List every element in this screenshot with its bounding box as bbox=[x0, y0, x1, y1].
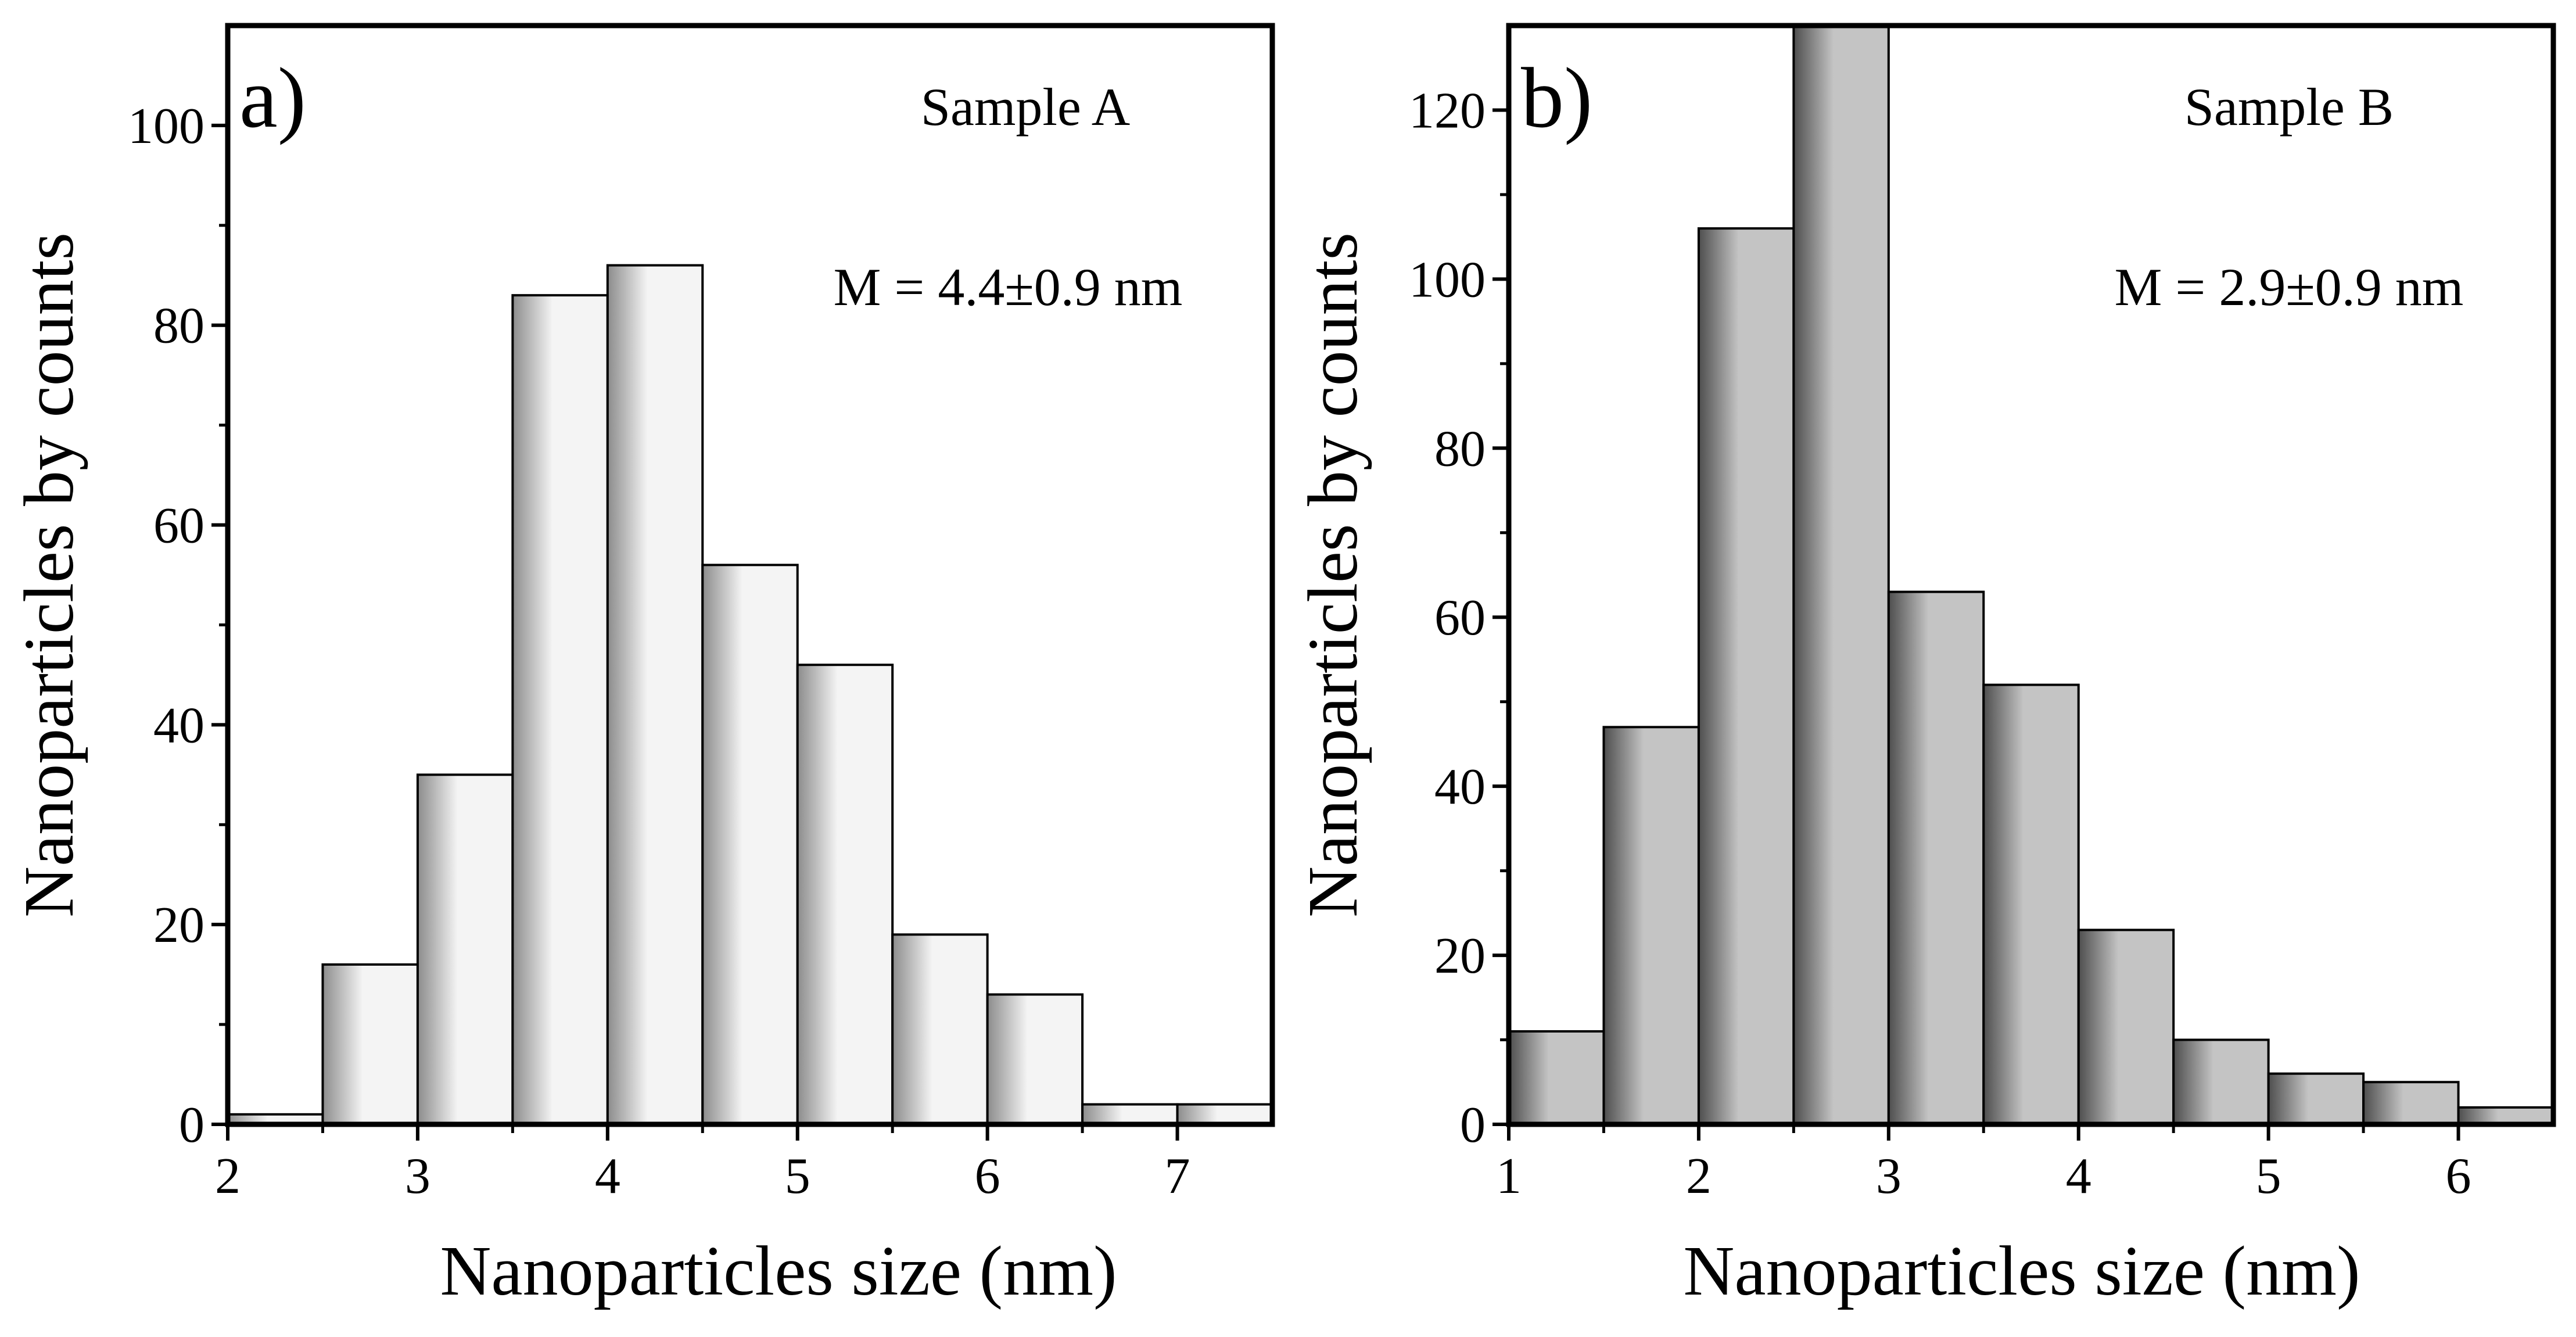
panel-a-sample-title: Sample A bbox=[921, 77, 1130, 137]
y-tick-label: 0 bbox=[179, 1097, 204, 1153]
panel-a-x-axis-title: Nanoparticles size (nm) bbox=[440, 1232, 1117, 1310]
x-tick-label: 4 bbox=[595, 1148, 620, 1205]
x-tick-label: 1 bbox=[1496, 1148, 1522, 1205]
y-tick-label: 80 bbox=[1434, 421, 1486, 477]
histogram-bar bbox=[416, 773, 514, 1126]
histogram-bar bbox=[2362, 1081, 2460, 1126]
y-tick-label: 20 bbox=[153, 897, 204, 954]
y-tick-label: 40 bbox=[153, 697, 204, 754]
panel-b-x-axis-title: Nanoparticles size (nm) bbox=[1683, 1232, 2360, 1310]
histogram-bar bbox=[321, 963, 419, 1125]
histogram-bar bbox=[796, 664, 894, 1125]
x-tick-label: 6 bbox=[975, 1148, 1000, 1205]
panel-b-sample-title: Sample B bbox=[2184, 77, 2394, 137]
panel-b: 0 20 40 60 80 100 120 1 2 3 4 5 6 b) Sample B M = 2.… bbox=[1294, 23, 2556, 1310]
panel-b-bars bbox=[1508, 24, 2555, 1126]
y-tick-label: 60 bbox=[1434, 590, 1486, 646]
panel-b-ticks: 0 20 40 60 80 100 120 1 2 3 4 5 6 bbox=[1409, 83, 2471, 1205]
y-tick-label: 40 bbox=[1434, 759, 1486, 815]
histogram-bar bbox=[986, 993, 1084, 1125]
y-tick-label: 80 bbox=[153, 298, 204, 354]
x-tick-label: 7 bbox=[1165, 1148, 1190, 1205]
panel-a: 0 20 40 60 80 100 2 3 4 5 6 7 a) Sample A M = 4.4±0… bbox=[10, 23, 1275, 1310]
histogram-bar bbox=[2267, 1072, 2365, 1125]
histogram-bar bbox=[891, 933, 989, 1125]
histogram-bar bbox=[2457, 1106, 2555, 1126]
histogram-bar bbox=[1602, 726, 1700, 1126]
histogram-bar bbox=[2172, 1038, 2270, 1125]
histogram-bar bbox=[1982, 683, 2080, 1125]
histogram-bar bbox=[606, 264, 704, 1126]
x-tick-label: 6 bbox=[2446, 1148, 2471, 1205]
y-tick-label: 100 bbox=[128, 98, 204, 155]
panel-b-plot-frame bbox=[1506, 23, 2556, 1127]
histogram-bar bbox=[1792, 24, 1890, 1125]
x-tick-label: 5 bbox=[785, 1148, 810, 1205]
histogram-bar bbox=[511, 294, 609, 1125]
panel-b-label: b) bbox=[1521, 51, 1592, 146]
panel-a-bars bbox=[227, 264, 1273, 1126]
histogram-bar bbox=[1176, 1103, 1273, 1125]
panel-a-y-axis-title: Nanoparticles by counts bbox=[10, 232, 88, 917]
y-tick-label: 20 bbox=[1434, 928, 1486, 984]
x-tick-label: 3 bbox=[1876, 1148, 1901, 1205]
histogram-bar bbox=[1887, 590, 1985, 1125]
panel-b-y-axis-title: Nanoparticles by counts bbox=[1294, 232, 1372, 917]
x-tick-label: 2 bbox=[215, 1148, 241, 1205]
panel-a-plot-frame bbox=[225, 23, 1275, 1127]
x-tick-label: 4 bbox=[2066, 1148, 2091, 1205]
y-tick-label: 120 bbox=[1409, 83, 1486, 139]
y-tick-label: 100 bbox=[1409, 252, 1486, 308]
panel-a-mean-annotation: M = 4.4±0.9 nm bbox=[834, 257, 1183, 317]
histogram-bar bbox=[1697, 227, 1795, 1126]
x-tick-label: 2 bbox=[1686, 1148, 1712, 1205]
panel-b-mean-annotation: M = 2.9±0.9 nm bbox=[2115, 257, 2464, 317]
histogram-bar bbox=[2077, 929, 2175, 1125]
histogram-bar bbox=[1081, 1103, 1179, 1125]
histogram-bar bbox=[701, 564, 799, 1125]
histogram-bar bbox=[1508, 1030, 1605, 1125]
x-tick-label: 5 bbox=[2256, 1148, 2281, 1205]
panel-a-ticks: 0 20 40 60 80 100 2 3 4 5 6 7 bbox=[128, 98, 1190, 1205]
panel-a-label: a) bbox=[239, 51, 306, 146]
x-tick-label: 3 bbox=[405, 1148, 430, 1205]
y-tick-label: 0 bbox=[1460, 1097, 1486, 1153]
y-tick-label: 60 bbox=[153, 498, 204, 554]
